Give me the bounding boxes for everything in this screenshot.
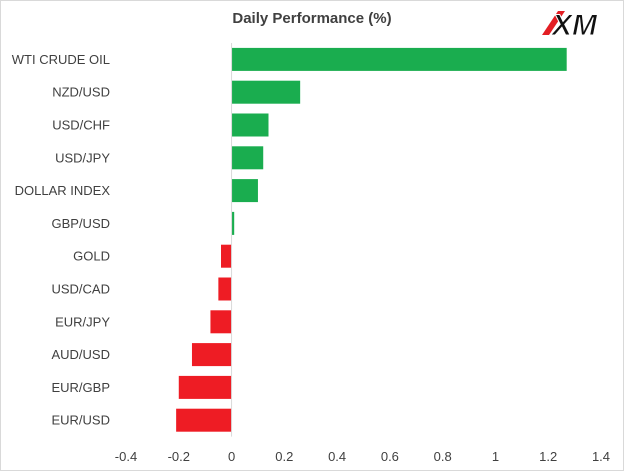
- x-tick-label: -0.4: [115, 449, 137, 464]
- xm-logo: XM: [542, 9, 599, 43]
- bar: [218, 277, 232, 301]
- category-label: GBP/USD: [51, 216, 110, 231]
- category-label: WTI CRUDE OIL: [12, 52, 110, 67]
- chart-title: Daily Performance (%): [232, 10, 392, 27]
- x-tick-label: -0.2: [168, 449, 190, 464]
- category-label: USD/CHF: [52, 118, 110, 133]
- category-label: DOLLAR INDEX: [15, 183, 111, 198]
- bars-group: [176, 47, 567, 432]
- category-label: AUD/USD: [51, 347, 110, 362]
- bar: [231, 146, 264, 170]
- x-tick-label: 0.8: [434, 449, 452, 464]
- category-label: USD/JPY: [55, 150, 110, 165]
- category-label: EUR/JPY: [55, 314, 110, 329]
- category-label: EUR/GBP: [51, 380, 110, 395]
- logo-mark: [542, 11, 565, 35]
- x-tick-label: 0.6: [381, 449, 399, 464]
- bar: [231, 179, 258, 203]
- x-tick-label: 1: [492, 449, 499, 464]
- bar: [231, 211, 235, 235]
- x-tick-labels: -0.4 -0.2 0 0.2 0.4 0.6 0.8 1 1.2 1.4: [115, 449, 610, 464]
- bar: [231, 47, 567, 71]
- category-labels: WTI CRUDE OIL NZD/USD USD/CHF USD/JPY DOLLAR…: [12, 52, 111, 428]
- category-label: GOLD: [73, 249, 110, 264]
- bar: [231, 113, 269, 137]
- bar: [221, 244, 232, 268]
- x-tick-label: 0: [228, 449, 235, 464]
- bar: [191, 343, 232, 367]
- bar: [178, 375, 232, 399]
- category-label: USD/CAD: [51, 282, 110, 297]
- category-label: EUR/USD: [51, 413, 110, 428]
- logo-text: XM: [550, 9, 598, 42]
- x-tick-label: 0.2: [275, 449, 293, 464]
- category-label: NZD/USD: [52, 85, 110, 100]
- bar: [210, 310, 232, 334]
- x-tick-label: 0.4: [328, 449, 346, 464]
- x-tick-label: 1.2: [539, 449, 557, 464]
- bar: [231, 80, 301, 104]
- x-tick-label: 1.4: [592, 449, 610, 464]
- bar: [176, 408, 232, 432]
